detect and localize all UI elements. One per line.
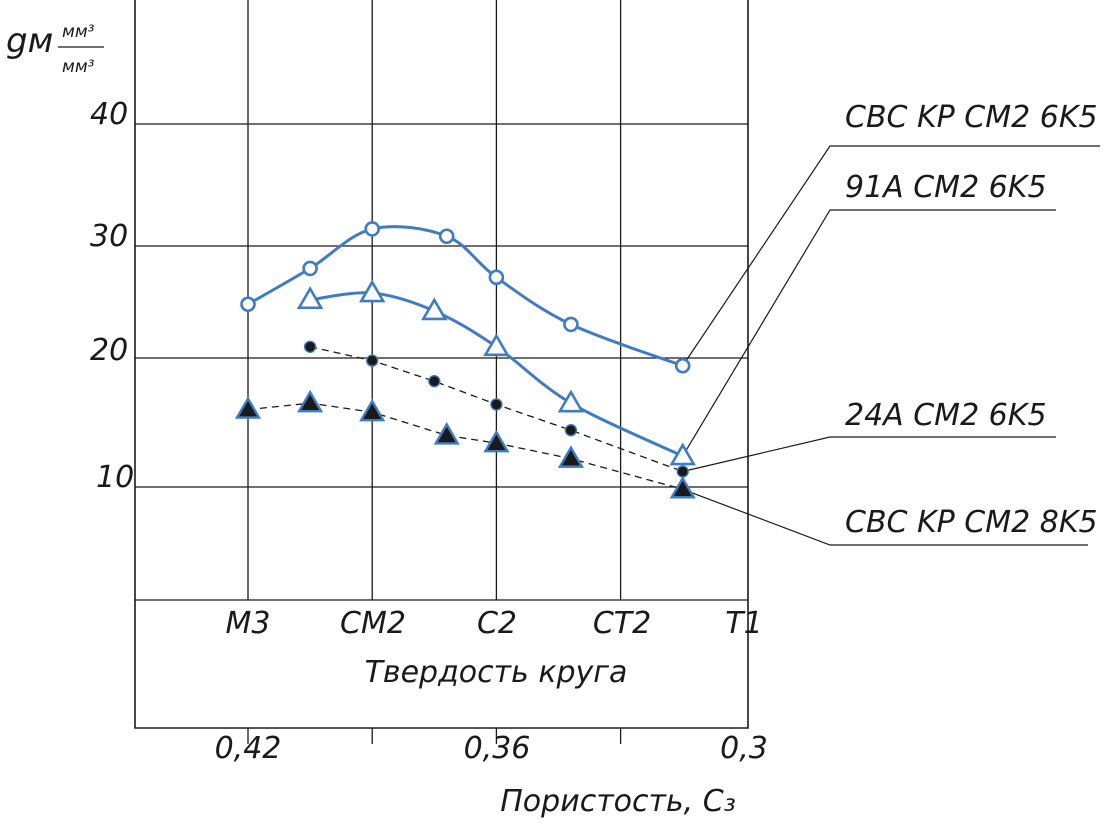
y-axis-unit-denominator: мм³ [62,57,95,77]
series-cbc-kp-cm2-6k5 [240,221,691,374]
data-point-marker [563,316,579,333]
data-point-marker [490,398,503,411]
x2-tick-label: 0,3 [720,731,768,766]
series-line [247,402,683,490]
y-tick-label: 40 [90,97,128,132]
series-91a-cm2-6k5 [296,279,696,466]
text-layer: gм мм³ мм³ 40 30 20 10 M3 CM2 C2 CT2 T1 … [6,21,1098,819]
data-point-marker [296,286,324,310]
data-point-marker [564,424,578,437]
series-line [309,346,683,473]
y-tick-label: 30 [90,219,128,254]
x-tick-label: CM2 [340,606,406,641]
x-axis-title: Твердость круга [365,655,628,690]
data-point-marker [669,475,696,499]
data-point-marker [366,354,379,367]
legend-label: 24A CM2 6K5 [845,398,1047,433]
data-point-marker [557,445,585,468]
data-point-marker [433,422,460,445]
legend-leaders [682,145,1100,546]
legend-leader-line [682,436,1056,473]
x-tick-label: M3 [226,606,271,641]
data-point-marker [364,221,381,237]
data-point-marker [676,465,689,478]
legend-leader-line [682,145,1100,367]
data-point-marker [674,357,691,374]
data-point-marker [297,389,324,413]
data-point-marker [483,429,510,453]
data-point-marker [557,389,585,413]
series-cbc-kp-cm2-8k5 [234,389,696,499]
data-point-marker [669,442,696,466]
data-point-marker [240,296,256,313]
x2-axis-title: Пористость, C₃ [500,784,735,819]
data-point-marker [234,396,262,419]
x-tick-label: CT2 [593,606,651,641]
x2-tick-label: 0,36 [464,731,531,766]
legend-label: CBC KP CM2 6K5 [845,100,1098,135]
series-layer [234,221,696,499]
y-axis-label: gм [6,21,53,61]
x2-tick-label: 0,42 [215,731,282,766]
legend-leader-line [682,209,1056,457]
data-point-marker [303,340,317,353]
legend-label: CBC KP CM2 8K5 [845,505,1098,540]
data-point-marker [428,375,441,388]
data-point-marker [438,228,455,245]
grid [134,0,749,744]
y-tick-label: 10 [96,460,134,495]
y-tick-label: 20 [90,333,128,368]
plot-frame [134,0,749,729]
y-axis-unit-numerator: мм³ [62,22,95,42]
x-tick-label: C2 [477,606,517,641]
data-point-marker [302,260,318,277]
data-point-marker [483,333,510,357]
data-point-marker [358,279,386,303]
data-point-marker [359,398,386,422]
series-24a-cm2-6k5 [303,340,689,478]
x-tick-label: T1 [725,606,762,641]
legend-label: 91A CM2 6K5 [845,170,1047,205]
data-point-marker [488,269,505,286]
data-point-marker [421,297,448,321]
legend-leader-line [682,488,1088,546]
